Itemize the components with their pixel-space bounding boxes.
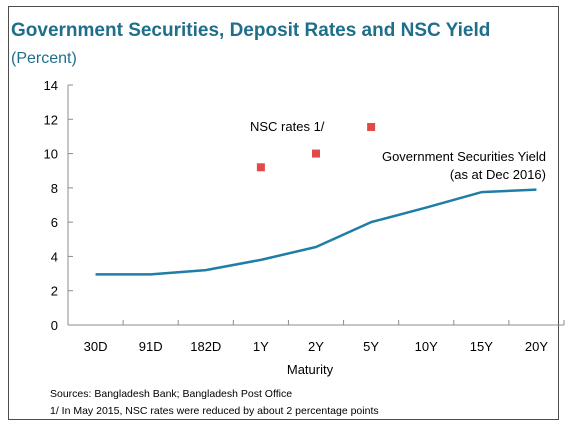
x-tick-label: 10Y [415,339,438,354]
y-tick-label: 0 [51,318,58,333]
y-tick-label: 6 [51,215,58,230]
sources-footnote: Sources: Bangladesh Bank; Bangladesh Pos… [50,388,293,400]
x-tick-label: 30D [84,339,108,354]
x-tick-label: 91D [139,339,163,354]
y-tick-label: 2 [51,284,58,299]
axes-group [67,84,565,326]
series-group [95,123,537,276]
y-tick-label: 12 [44,112,58,127]
chart-title: Government Securities, Deposit Rates and… [11,20,491,41]
y-tick-label: 8 [51,181,58,196]
x-tick-label: 20Y [525,339,548,354]
nsc-rate-point [367,123,376,131]
x-axis-label: Maturity [287,362,334,377]
x-tick-label: 15Y [470,339,493,354]
chart-subtitle: (Percent) [11,50,77,67]
gov-securities-yield-line [95,188,537,276]
x-tick-label: 1Y [253,339,269,354]
y-tick-label: 10 [44,147,58,162]
nsc-rate-point [256,163,265,172]
y-tick-label: 4 [51,249,58,264]
x-tick-label: 5Y [363,339,379,354]
nsc-annotation: NSC rates 1/ [250,119,325,134]
gov-annotation-line2: (as at Dec 2016) [450,167,546,182]
x-tick-label: 2Y [308,339,324,354]
note-footnote: 1/ In May 2015, NSC rates were reduced b… [50,405,379,417]
y-tick-label: 14 [44,78,58,93]
chart-frame [8,6,559,420]
tick-labels-group: 0 2 4 6 8 10 12 14 30D 91D 182D 1Y 2Y 5Y 10Y 15Y 20Y [44,78,549,354]
gov-annotation-line1: Government Securities Yield [382,149,546,164]
x-tick-label: 182D [190,339,221,354]
nsc-rate-point [312,149,320,158]
